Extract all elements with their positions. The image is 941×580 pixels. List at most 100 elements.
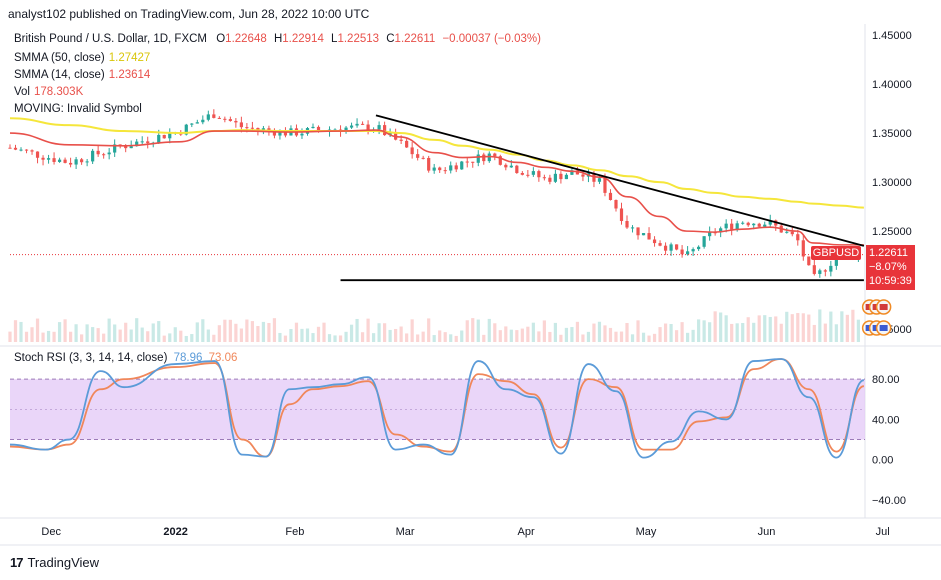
candle-body — [796, 234, 800, 241]
candle-body — [724, 223, 728, 229]
ohlc-low-label: L — [331, 33, 338, 45]
volume-bar — [537, 331, 541, 342]
candle-body — [608, 192, 613, 200]
volume-bar — [234, 323, 238, 342]
volume-bar — [157, 321, 161, 342]
candle-body — [35, 151, 40, 158]
volume-bar — [856, 319, 860, 342]
candle-body — [542, 177, 546, 179]
candle-body — [818, 270, 822, 274]
volume-bar — [19, 321, 23, 342]
event-flags[interactable] — [861, 299, 892, 336]
stoch-d-value: 73.06 — [208, 352, 238, 364]
volume-bar — [785, 311, 789, 342]
volume-bar — [151, 323, 155, 342]
volume-bar — [504, 326, 508, 342]
candle-body — [245, 127, 249, 129]
legend-symbol-row: British Pound / U.S. Dollar, 1D, FXCM O1… — [14, 33, 541, 45]
volume-bar — [851, 309, 855, 342]
candle-body — [228, 119, 232, 121]
volume-bar — [283, 335, 288, 342]
stoch-tick-label: 0.00 — [872, 455, 893, 467]
candle-body — [377, 125, 381, 130]
candle-body — [68, 162, 73, 165]
footer-brand[interactable]: 17 TradingView — [10, 555, 99, 570]
volume-bar — [669, 324, 673, 342]
volume-bar — [168, 333, 172, 342]
candle-body — [465, 161, 469, 163]
volume-bar — [383, 323, 387, 342]
volume-bar — [498, 330, 502, 342]
volume-bar — [520, 328, 524, 342]
candle-body — [278, 130, 282, 136]
volume-bar — [118, 329, 122, 342]
stoch-label: Stoch RSI (3, 3, 14, 14, close) — [14, 352, 168, 364]
volume-bar — [217, 325, 221, 342]
volume-bar — [289, 328, 293, 342]
last-price-box: 1.22611 −8.07% 10:59:39 — [866, 245, 915, 290]
volume-bar — [845, 314, 849, 342]
volume-bar — [763, 315, 767, 342]
volume-bar — [421, 331, 425, 342]
candle-body — [405, 140, 409, 148]
volume-bar — [316, 326, 321, 342]
volume-bar — [658, 327, 662, 342]
volume-bar — [212, 334, 216, 342]
volume-bar — [68, 331, 73, 342]
candle-body — [785, 231, 789, 233]
candle-body — [702, 236, 706, 247]
candle-body — [360, 123, 365, 125]
time-tick-label: Mar — [396, 526, 415, 538]
bar-countdown: 10:59:39 — [869, 275, 912, 287]
volume-bar — [592, 323, 596, 342]
volume-bar — [201, 319, 205, 342]
volume-bar — [300, 328, 304, 342]
candle-body — [8, 147, 12, 149]
candle-body — [641, 233, 646, 236]
time-tick-label: Dec — [41, 526, 61, 538]
volume-bar — [746, 317, 750, 342]
volume-bar — [548, 331, 552, 342]
candle-body — [355, 123, 359, 126]
candle-body — [537, 171, 541, 178]
volume-bar — [305, 328, 310, 342]
volume-bar — [735, 323, 739, 342]
candle-body — [267, 128, 271, 131]
volume-bar — [575, 321, 580, 342]
volume-bar — [614, 331, 618, 342]
volume-bar — [796, 313, 800, 342]
volume-bar — [416, 334, 420, 342]
candle-body — [195, 122, 199, 124]
volume-bar — [674, 330, 679, 342]
candle-body — [515, 165, 519, 174]
candle-body — [184, 124, 188, 135]
volume-bar — [57, 322, 62, 342]
candle-body — [603, 178, 607, 193]
candle-body — [669, 244, 673, 251]
candle-body — [427, 157, 431, 171]
candle-body — [746, 222, 750, 226]
volume-bar — [30, 327, 34, 342]
time-tick-label: Feb — [285, 526, 304, 538]
volume-bar — [757, 315, 761, 342]
candle-body — [647, 233, 651, 240]
volume-bar — [840, 311, 844, 342]
volume-bar — [85, 324, 89, 342]
volume-bar — [713, 311, 717, 342]
candle-body — [344, 127, 348, 132]
volume-bar — [807, 314, 811, 342]
candle-body — [201, 119, 205, 123]
time-tick-label: Apr — [518, 526, 535, 538]
candle-body — [438, 167, 442, 171]
candle-body — [757, 223, 761, 227]
volume-bar — [278, 332, 282, 342]
symbol-badge[interactable]: GBPUSD — [811, 246, 861, 260]
volume-bar — [597, 321, 602, 342]
volume-bar — [223, 319, 227, 342]
volume-bar — [531, 322, 535, 342]
volume-bar — [702, 320, 706, 342]
volume-bar — [570, 327, 574, 342]
volume-bar — [377, 323, 381, 342]
candle-body — [206, 114, 210, 120]
